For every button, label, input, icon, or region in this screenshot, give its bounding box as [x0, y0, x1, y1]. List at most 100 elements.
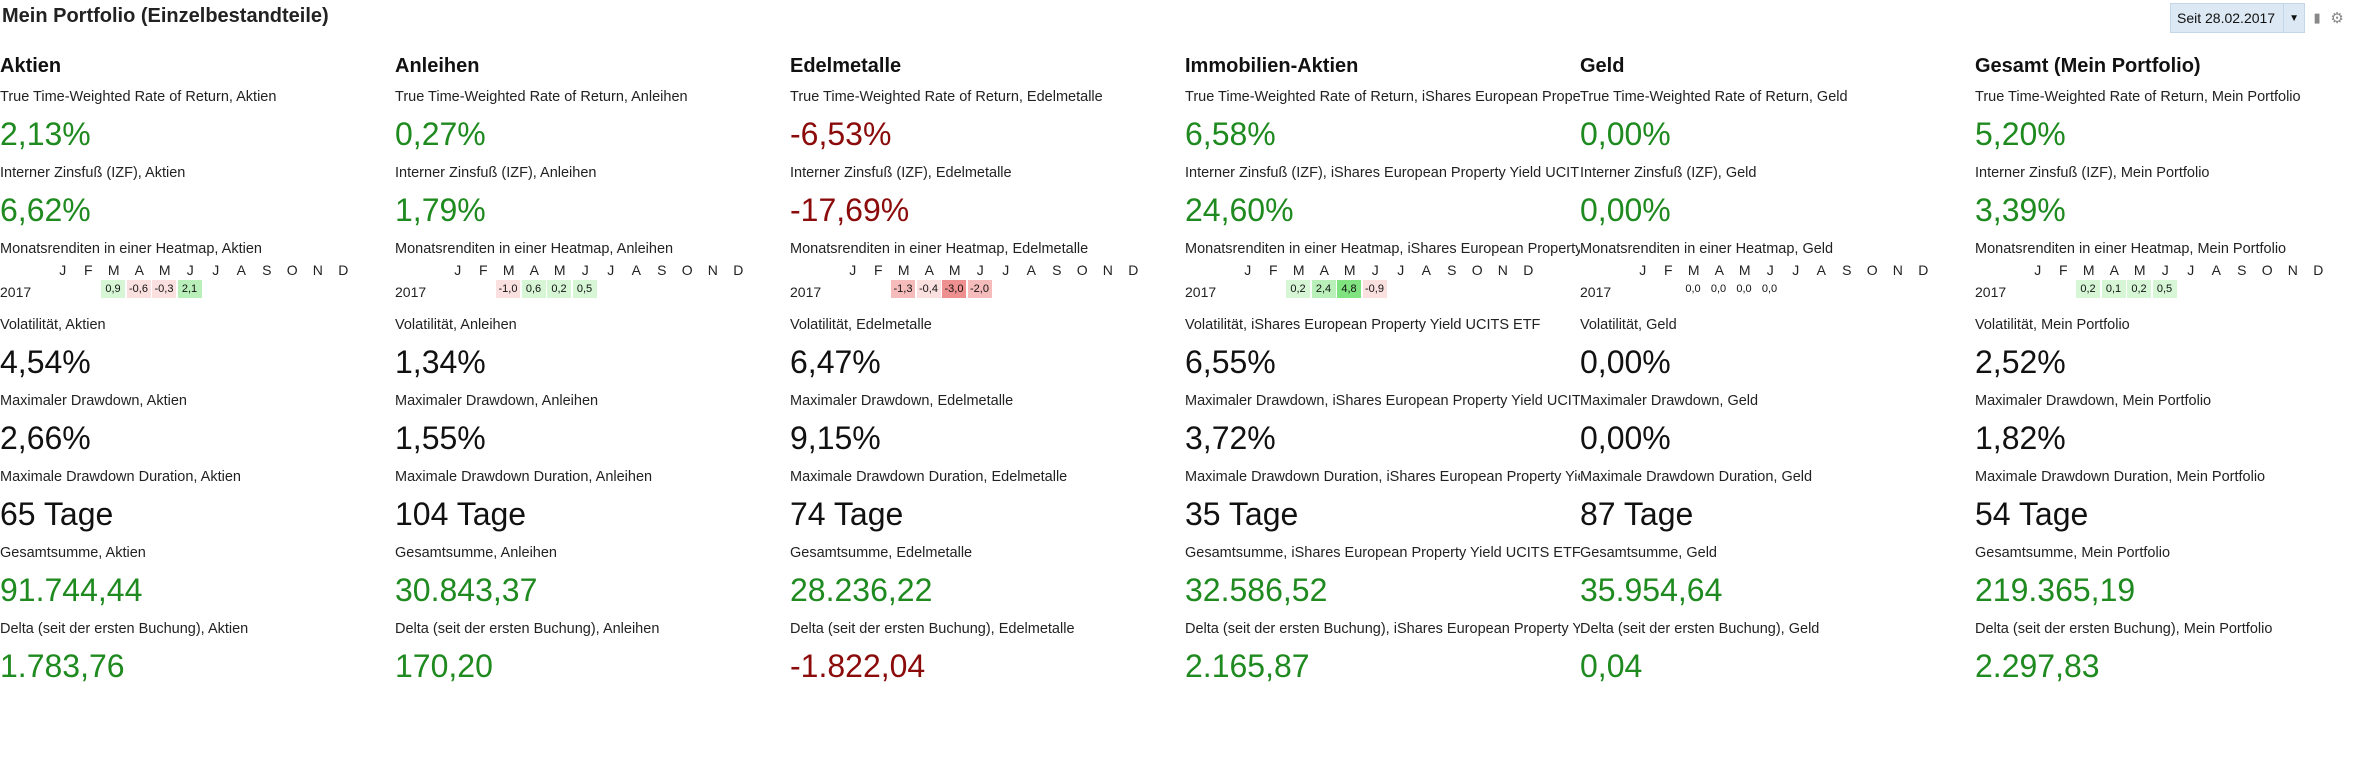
column-title: Geld	[1580, 55, 1625, 77]
column-title: Immobilien-Aktien	[1185, 55, 1359, 77]
max-drawdown-duration-value: 35 Tage	[1185, 496, 1299, 532]
date-range-select[interactable]: Seit 28.02.2017 ▼	[2170, 3, 2306, 33]
heatmap-month: J	[1244, 262, 1252, 278]
delta-label: Delta (seit der ersten Buchung), Anleihe…	[395, 621, 660, 637]
heatmap-month: N	[1102, 262, 1113, 278]
portfolio-column: Gesamt (Mein Portfolio) True Time-Weight…	[1975, 52, 2356, 685]
max-drawdown-duration-label: Maximale Drawdown Duration, iShares Euro…	[1185, 469, 1580, 485]
heatmap-month: F	[873, 262, 883, 278]
heatmap-month: J	[2034, 262, 2042, 278]
heatmap-cell: 2,1	[177, 280, 202, 298]
heatmap-month: J	[1639, 262, 1647, 278]
column-title: Anleihen	[395, 55, 480, 77]
max-drawdown-duration-label: Maximale Drawdown Duration, Anleihen	[395, 469, 653, 485]
max-drawdown-duration-label: Maximale Drawdown Duration, Geld	[1580, 469, 1813, 485]
ttwror-label: True Time-Weighted Rate of Return, Edelm…	[790, 89, 1103, 105]
heatmap-cells: 0,2 0,1 0,2 0,5	[2076, 280, 2178, 298]
heatmap-month: J	[212, 262, 220, 278]
heatmap-month: J	[1792, 262, 1800, 278]
heatmap-month: A	[924, 262, 934, 278]
heatmap-month: M	[1292, 262, 1305, 278]
delta-value: 1.783,76	[0, 648, 125, 684]
max-drawdown-duration-label: Maximale Drawdown Duration, Aktien	[0, 469, 241, 485]
total-sum-value: 28.236,22	[790, 572, 933, 608]
heatmap-year: 2017	[1580, 284, 1612, 300]
max-drawdown-duration-label: Maximale Drawdown Duration, Mein Portfol…	[1975, 469, 2266, 485]
heatmap-cell: 0,2	[1286, 280, 1310, 298]
column-title: Edelmetalle	[790, 55, 902, 77]
date-range-value: Seit 28.02.2017	[2177, 10, 2276, 26]
heatmap-cell: 4,8	[1337, 280, 1361, 298]
heatmap-cell: 0,5	[572, 280, 597, 298]
heatmap-month: S	[1052, 262, 1062, 278]
portfolio-column: Anleihen True Time-Weighted Rate of Retu…	[395, 52, 790, 685]
heatmap-month: J	[607, 262, 615, 278]
heatmap-cell: 0,0	[1761, 283, 1778, 295]
delta-label: Delta (seit der ersten Buchung), Geld	[1580, 621, 1820, 637]
dropdown-arrow-icon[interactable]: ▼	[2283, 4, 2304, 32]
portfolio-column: Aktien True Time-Weighted Rate of Return…	[0, 52, 395, 685]
heatmap-month: M	[1687, 262, 1700, 278]
irr-value: 0,00%	[1580, 192, 1671, 228]
max-drawdown-label: Maximaler Drawdown, iShares European Pro…	[1185, 393, 1580, 409]
heatmap-month: F	[478, 262, 488, 278]
heatmap-month: S	[1842, 262, 1852, 278]
max-drawdown-duration-value: 65 Tage	[0, 496, 114, 532]
heatmap-month: J	[1371, 262, 1379, 278]
max-drawdown-label: Maximaler Drawdown, Aktien	[0, 393, 187, 409]
heatmap-month: J	[849, 262, 857, 278]
delta-label: Delta (seit der ersten Buchung), Edelmet…	[790, 621, 1075, 637]
delta-value: 2.165,87	[1185, 648, 1310, 684]
heatmap-cell: -1,0	[496, 280, 520, 298]
heatmap-year: 2017	[1975, 284, 2007, 300]
ttwror-label: True Time-Weighted Rate of Return, Geld	[1580, 89, 1848, 105]
heatmap-month: N	[707, 262, 718, 278]
volatility-value: 2,52%	[1975, 344, 2066, 380]
total-sum-label: Gesamtsumme, Edelmetalle	[790, 545, 973, 561]
max-drawdown-duration-value: 87 Tage	[1580, 496, 1694, 532]
heatmap-cells: 0,0 0,0 0,0 0,0	[1681, 280, 1783, 298]
delta-label: Delta (seit der ersten Buchung), Mein Po…	[1975, 621, 2273, 637]
max-drawdown-value: 3,72%	[1185, 420, 1276, 456]
heatmap-month: S	[1447, 262, 1457, 278]
heatmap-month: M	[1738, 262, 1751, 278]
ttwror-label: True Time-Weighted Rate of Return, Aktie…	[0, 89, 277, 105]
volatility-value: 0,00%	[1580, 344, 1671, 380]
heatmap-month: J	[1766, 262, 1774, 278]
heatmap-month: J	[59, 262, 67, 278]
heatmap-month: O	[1471, 262, 1483, 278]
max-drawdown-value: 9,15%	[790, 420, 881, 456]
heatmap-month: F	[1663, 262, 1673, 278]
heatmap-cell: -2,0	[967, 280, 992, 298]
heatmap-month: J	[1002, 262, 1010, 278]
heatmap-month: A	[1319, 262, 1329, 278]
page-title: Mein Portfolio (Einzelbestandteile)	[2, 5, 329, 27]
total-sum-label: Gesamtsumme, Anleihen	[395, 545, 557, 561]
clipboard-icon[interactable]: ▮	[2313, 10, 2321, 25]
gear-icon[interactable]: ⚙	[2330, 10, 2344, 27]
max-drawdown-label: Maximaler Drawdown, Geld	[1580, 393, 1759, 409]
heatmap-month: D	[338, 262, 349, 278]
max-drawdown-value: 1,82%	[1975, 420, 2066, 456]
ttwror-value: 5,20%	[1975, 116, 2066, 152]
total-sum-value: 91.744,44	[0, 572, 143, 608]
heatmap-month: J	[186, 262, 194, 278]
portfolio-column: Edelmetalle True Time-Weighted Rate of R…	[790, 52, 1185, 685]
portfolio-column: Immobilien-Aktien True Time-Weighted Rat…	[1185, 52, 1580, 685]
total-sum-value: 219.365,19	[1975, 572, 2136, 608]
heatmap-month: O	[2261, 262, 2273, 278]
ttwror-value: 0,00%	[1580, 116, 1671, 152]
heatmap-month: M	[948, 262, 961, 278]
total-sum-value: 35.954,64	[1580, 572, 1723, 608]
volatility-label: Volatilität, Edelmetalle	[790, 317, 932, 333]
heatmap-cell: -0,3	[152, 280, 176, 298]
heatmap-month: N	[1892, 262, 1903, 278]
volatility-value: 6,55%	[1185, 344, 1276, 380]
heatmap-month: A	[1026, 262, 1036, 278]
